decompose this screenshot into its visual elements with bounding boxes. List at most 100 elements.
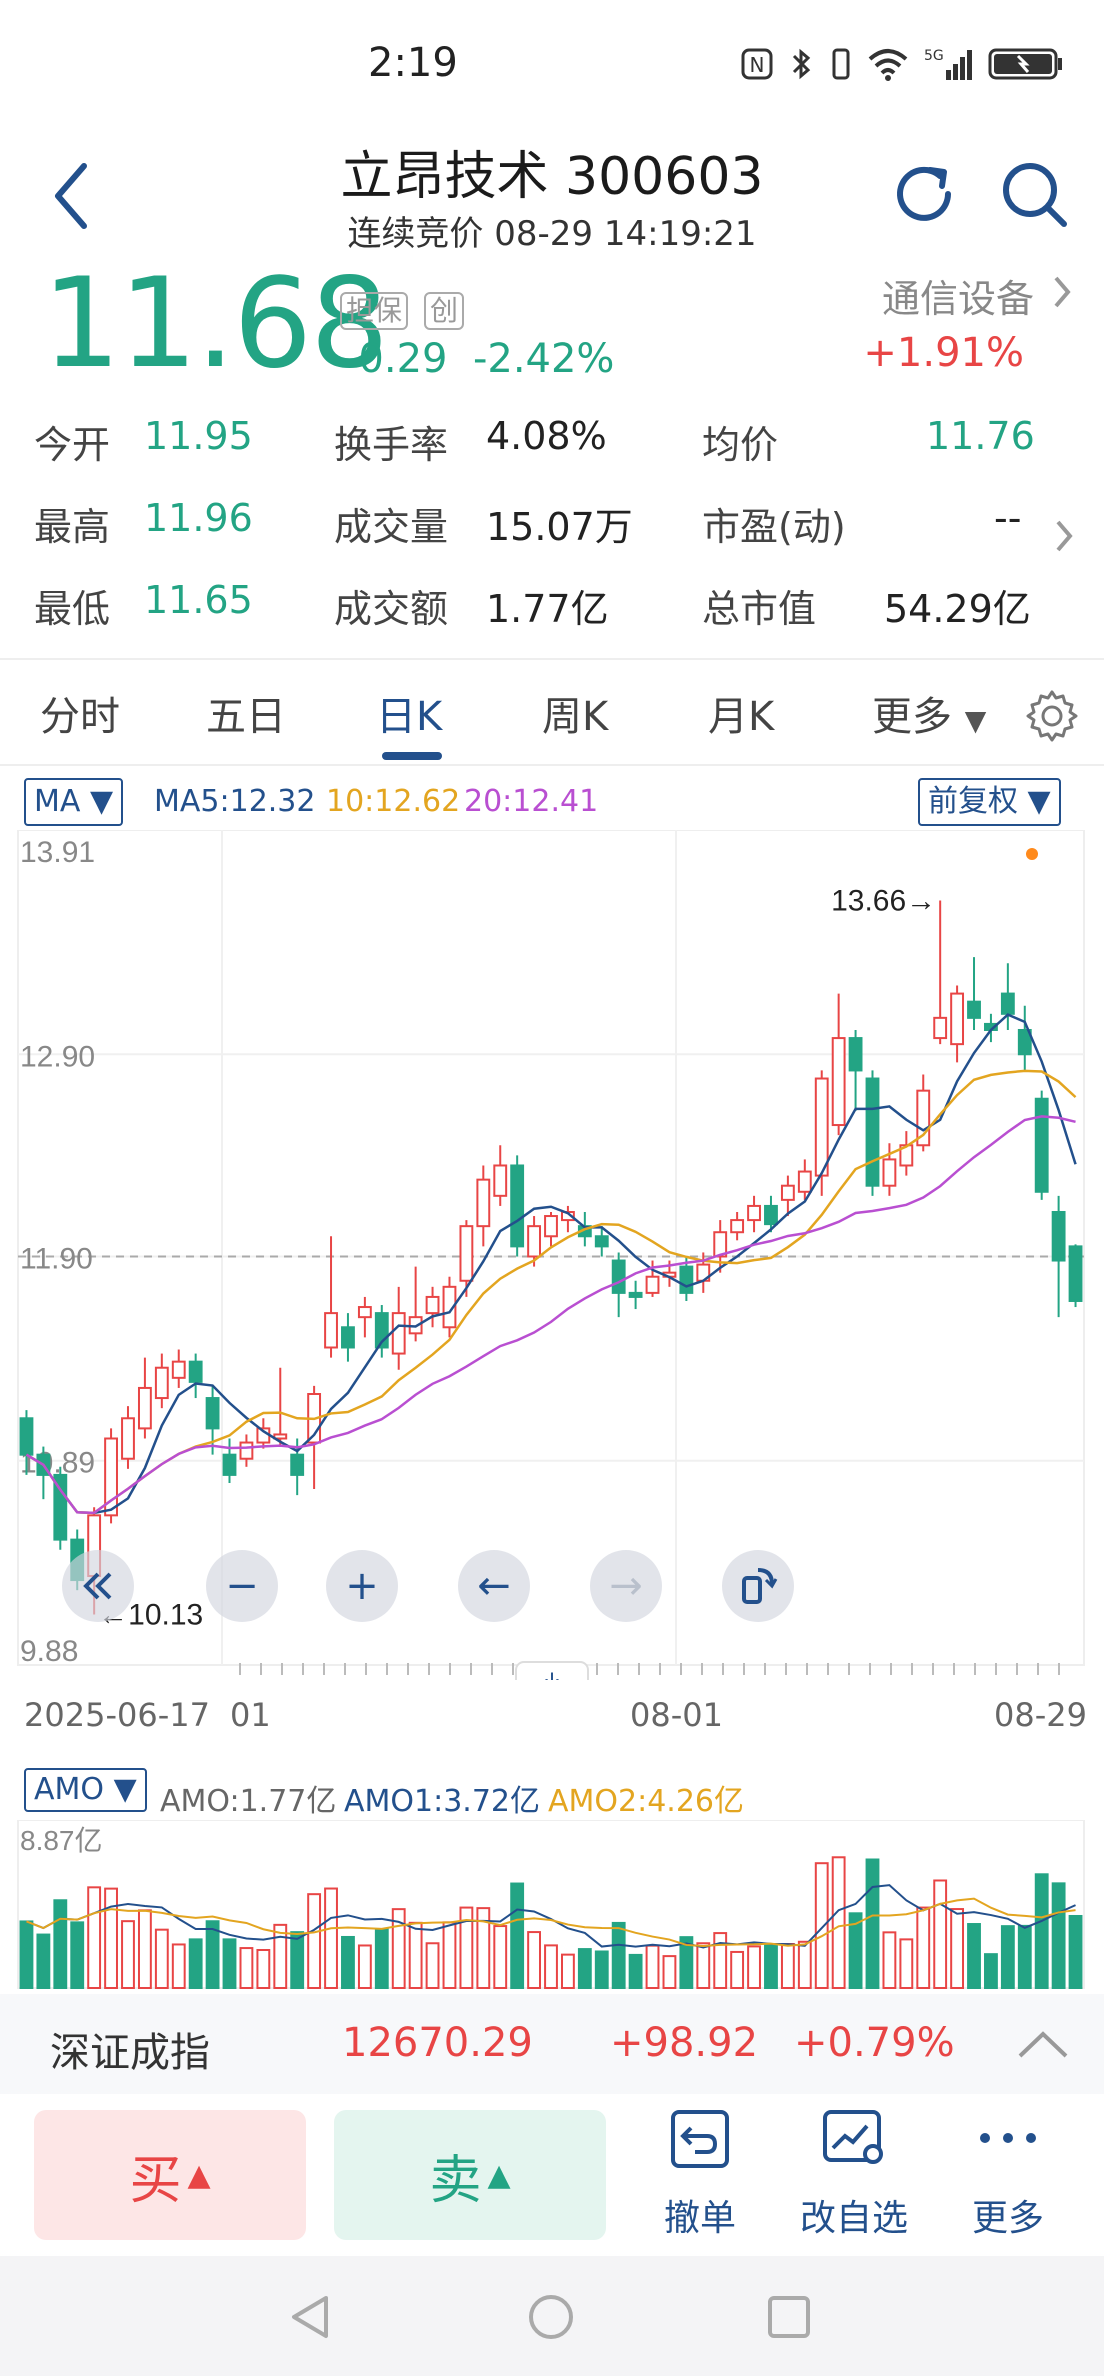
vibrate-icon xyxy=(832,48,850,80)
chevron-right-icon[interactable] xyxy=(1050,272,1074,312)
more-dots-icon xyxy=(980,2133,1036,2143)
refresh-icon[interactable] xyxy=(886,156,962,232)
y-tick-label: 13.91 xyxy=(20,836,95,869)
amount-bar xyxy=(544,1944,558,1989)
candle-body xyxy=(831,1037,846,1127)
edit-watchlist-button[interactable]: 改自选 xyxy=(784,2108,924,2241)
x-label-start: 2025-06-17 xyxy=(24,1696,210,1734)
amount-bar xyxy=(780,1942,795,1989)
value-market-cap: 54.29亿 xyxy=(884,587,1031,631)
tab-more-label: 更多 xyxy=(872,694,952,740)
sell-button[interactable]: 卖 ▲ xyxy=(334,2110,606,2240)
label-pe: 市盈(动) xyxy=(702,505,846,549)
candle-body xyxy=(882,1158,897,1187)
active-tab-indicator xyxy=(382,752,442,760)
value-open: 11.95 xyxy=(144,414,253,458)
rotate-button[interactable] xyxy=(722,1550,794,1622)
ma5-line xyxy=(25,1013,1077,1515)
caret-up-icon: ▲ xyxy=(487,2157,511,2193)
candle-body xyxy=(341,1326,355,1349)
buy-label: 买 xyxy=(129,2150,182,2211)
indicator-select[interactable]: MA ▼ xyxy=(24,778,124,826)
index-change-percent: +0.79% xyxy=(794,2020,955,2066)
pan-left-button[interactable]: ← xyxy=(458,1550,530,1622)
candle-body xyxy=(679,1265,694,1294)
amount-bar xyxy=(730,1950,745,1990)
rewind-button[interactable] xyxy=(62,1550,134,1622)
nav-home-icon[interactable] xyxy=(526,2292,576,2342)
back-icon[interactable] xyxy=(44,156,104,236)
amount-bar xyxy=(967,1923,981,1989)
amount-bar xyxy=(256,1949,271,1990)
amount-bar xyxy=(933,1879,948,1989)
amount-bar xyxy=(560,1953,575,1989)
ma-legend: MA ▼ MA5:12.32 10:12.62 20:12.41 前复权 ▼ xyxy=(0,774,1104,830)
zoom-in-button[interactable]: + xyxy=(326,1550,398,1622)
search-icon[interactable] xyxy=(996,156,1072,232)
buy-button[interactable]: 买 ▲ xyxy=(34,2110,306,2240)
candle-body xyxy=(1017,1028,1032,1056)
candle-body xyxy=(544,1215,558,1238)
ma5-value: MA5:12.32 xyxy=(154,784,316,819)
wifi-icon xyxy=(868,49,908,81)
tab-weekly-k[interactable]: 周K xyxy=(542,694,609,740)
amount-bar xyxy=(493,1925,508,1990)
adjust-select[interactable]: 前复权 ▼ xyxy=(918,778,1061,826)
divider xyxy=(0,764,1104,766)
gear-icon[interactable] xyxy=(1024,688,1080,744)
tab-five-day[interactable]: 五日 xyxy=(206,694,286,740)
y-tick-label: 12.90 xyxy=(20,1040,95,1073)
sector-link[interactable]: 通信设备 xyxy=(881,277,1034,321)
amount-bar xyxy=(121,1920,135,1989)
label-avg-price: 均价 xyxy=(702,423,779,467)
cancel-order-button[interactable]: 撤单 xyxy=(630,2108,770,2241)
sector-change: +1.91% xyxy=(863,330,1024,376)
candle-body xyxy=(933,1016,948,1040)
volume-indicator-select[interactable]: AMO ▼ xyxy=(24,1768,147,1812)
amount-bar xyxy=(645,1944,660,1989)
max-price-label: 13.66→ xyxy=(831,885,936,918)
candle-body xyxy=(104,1437,118,1517)
page-title: 立昂技术 300603 xyxy=(340,147,764,207)
tab-daily-k[interactable]: 日K xyxy=(376,694,443,740)
expand-quote-icon[interactable] xyxy=(1052,516,1076,556)
index-change: +98.92 xyxy=(610,2020,759,2066)
amount-bar xyxy=(950,1908,965,1989)
index-bar[interactable]: 深证成指 12670.29 +98.92 +0.79% xyxy=(0,1994,1104,2094)
index-name: 深证成指 xyxy=(50,2030,210,2076)
amount-bar xyxy=(594,1950,609,1990)
action-bar: 买 ▲ 卖 ▲ 撤单 改自选 更多 xyxy=(0,2094,1104,2256)
label-open: 今开 xyxy=(34,423,111,467)
candle-body xyxy=(797,1170,812,1193)
nav-recents-icon[interactable] xyxy=(766,2294,812,2340)
candle-body xyxy=(527,1225,542,1258)
tab-more[interactable]: 更多 ▼ xyxy=(872,684,986,742)
candle-body xyxy=(391,1312,406,1355)
y-tick-label: 9.88 xyxy=(20,1635,78,1668)
amo2-value: AMO2:4.26亿 xyxy=(548,1784,745,1819)
amount-bar xyxy=(239,1947,254,1990)
amount-bar xyxy=(19,1920,34,1989)
candle-body xyxy=(713,1231,728,1258)
ma10-line xyxy=(25,1069,1077,1515)
sell-label: 卖 xyxy=(429,2150,482,2211)
tab-intraday[interactable]: 分时 xyxy=(40,694,120,740)
tab-monthly-k[interactable]: 月K xyxy=(708,694,775,740)
ma20-line xyxy=(25,1115,1076,1515)
candle-body xyxy=(865,1077,880,1187)
chevron-up-icon[interactable] xyxy=(1016,2028,1070,2060)
ma10-value: 10:12.62 xyxy=(326,784,461,819)
pan-right-button[interactable]: → xyxy=(590,1550,662,1622)
edit-watchlist-icon xyxy=(823,2110,883,2164)
label-market-cap: 总市值 xyxy=(702,587,817,631)
candle-body xyxy=(493,1164,508,1197)
amount-bar xyxy=(1000,1925,1015,1990)
more-button[interactable]: 更多 xyxy=(938,2108,1078,2241)
nav-back-icon[interactable] xyxy=(286,2292,336,2342)
price-change: -0.29 -2.42% xyxy=(344,336,614,382)
candle-body xyxy=(645,1275,660,1294)
zoom-out-button[interactable]: − xyxy=(206,1550,278,1622)
amount-bar xyxy=(679,1936,694,1989)
label-volume: 成交量 xyxy=(334,505,449,549)
